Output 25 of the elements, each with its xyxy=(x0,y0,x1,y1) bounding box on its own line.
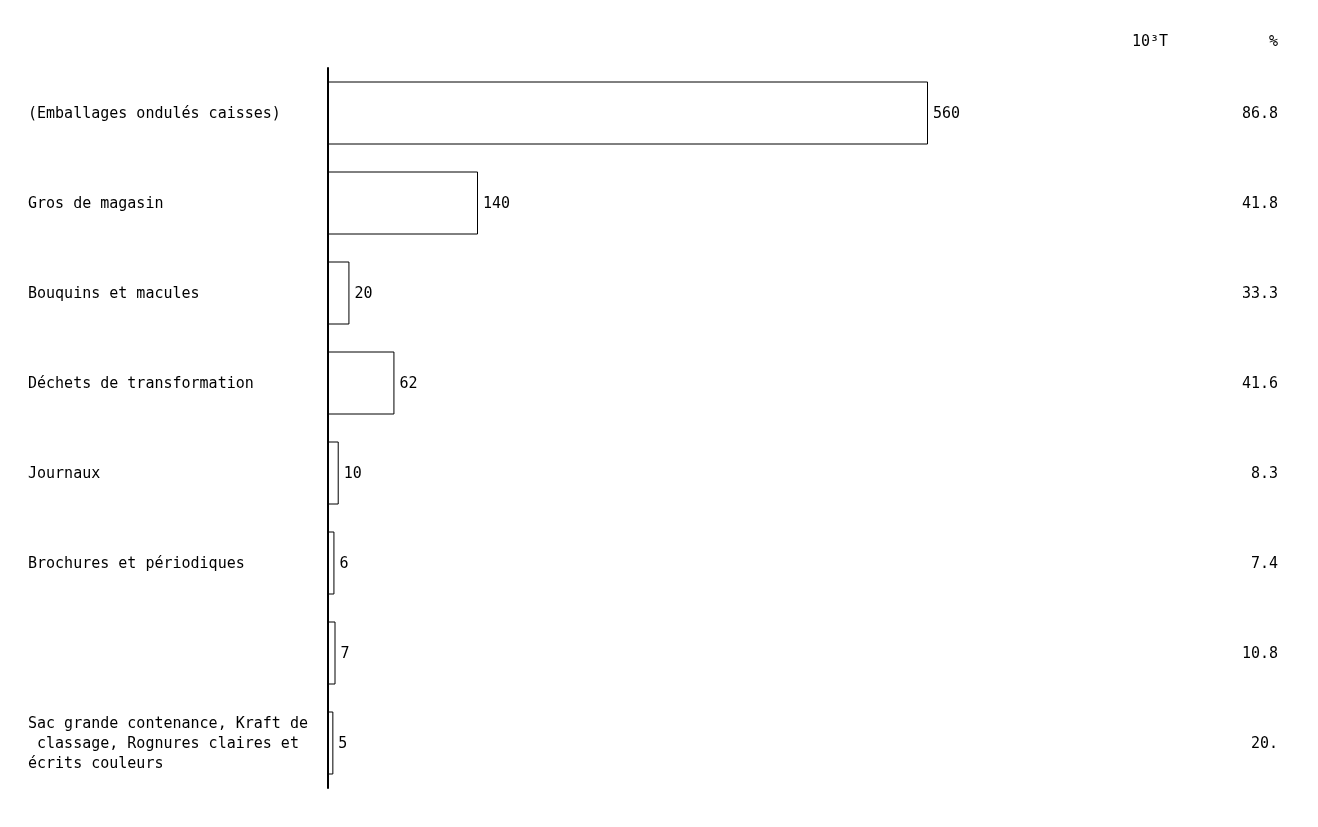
y-tick-label: Brochures et périodiques xyxy=(28,554,245,572)
data-label: 6 xyxy=(339,554,349,572)
data-label: 5 xyxy=(338,734,348,752)
data-label: 7 xyxy=(340,644,350,662)
text: 8.3 xyxy=(1250,464,1278,482)
text: 86.8 xyxy=(1241,104,1278,122)
data-label: 140 xyxy=(483,194,511,212)
y-tick-label: Bouquins et macules xyxy=(28,284,200,302)
y-tick-label: (Emballages ondulés caisses) xyxy=(28,104,281,122)
y-tick-label: Sac grande contenance, Kraft de classage, Rognures claires et écrits couleurs xyxy=(28,714,308,772)
text: 10³T xyxy=(1131,31,1168,50)
y-tick-label: Journaux xyxy=(28,464,101,482)
data-label: 20 xyxy=(354,284,373,302)
text: 41.6 xyxy=(1241,374,1278,392)
data-label: 560 xyxy=(933,104,961,122)
text: 7.4 xyxy=(1250,554,1278,572)
y-tick-label: Déchets de transformation xyxy=(28,374,254,392)
text: 41.8 xyxy=(1241,194,1278,212)
data-label: 62 xyxy=(399,374,418,392)
text: 33.3 xyxy=(1241,284,1278,302)
text: % xyxy=(1268,31,1278,50)
y-tick-label: Gros de magasin xyxy=(28,194,164,212)
data-label: 10 xyxy=(343,464,362,482)
text: 10.8 xyxy=(1241,644,1278,662)
text: 20. xyxy=(1250,734,1278,752)
